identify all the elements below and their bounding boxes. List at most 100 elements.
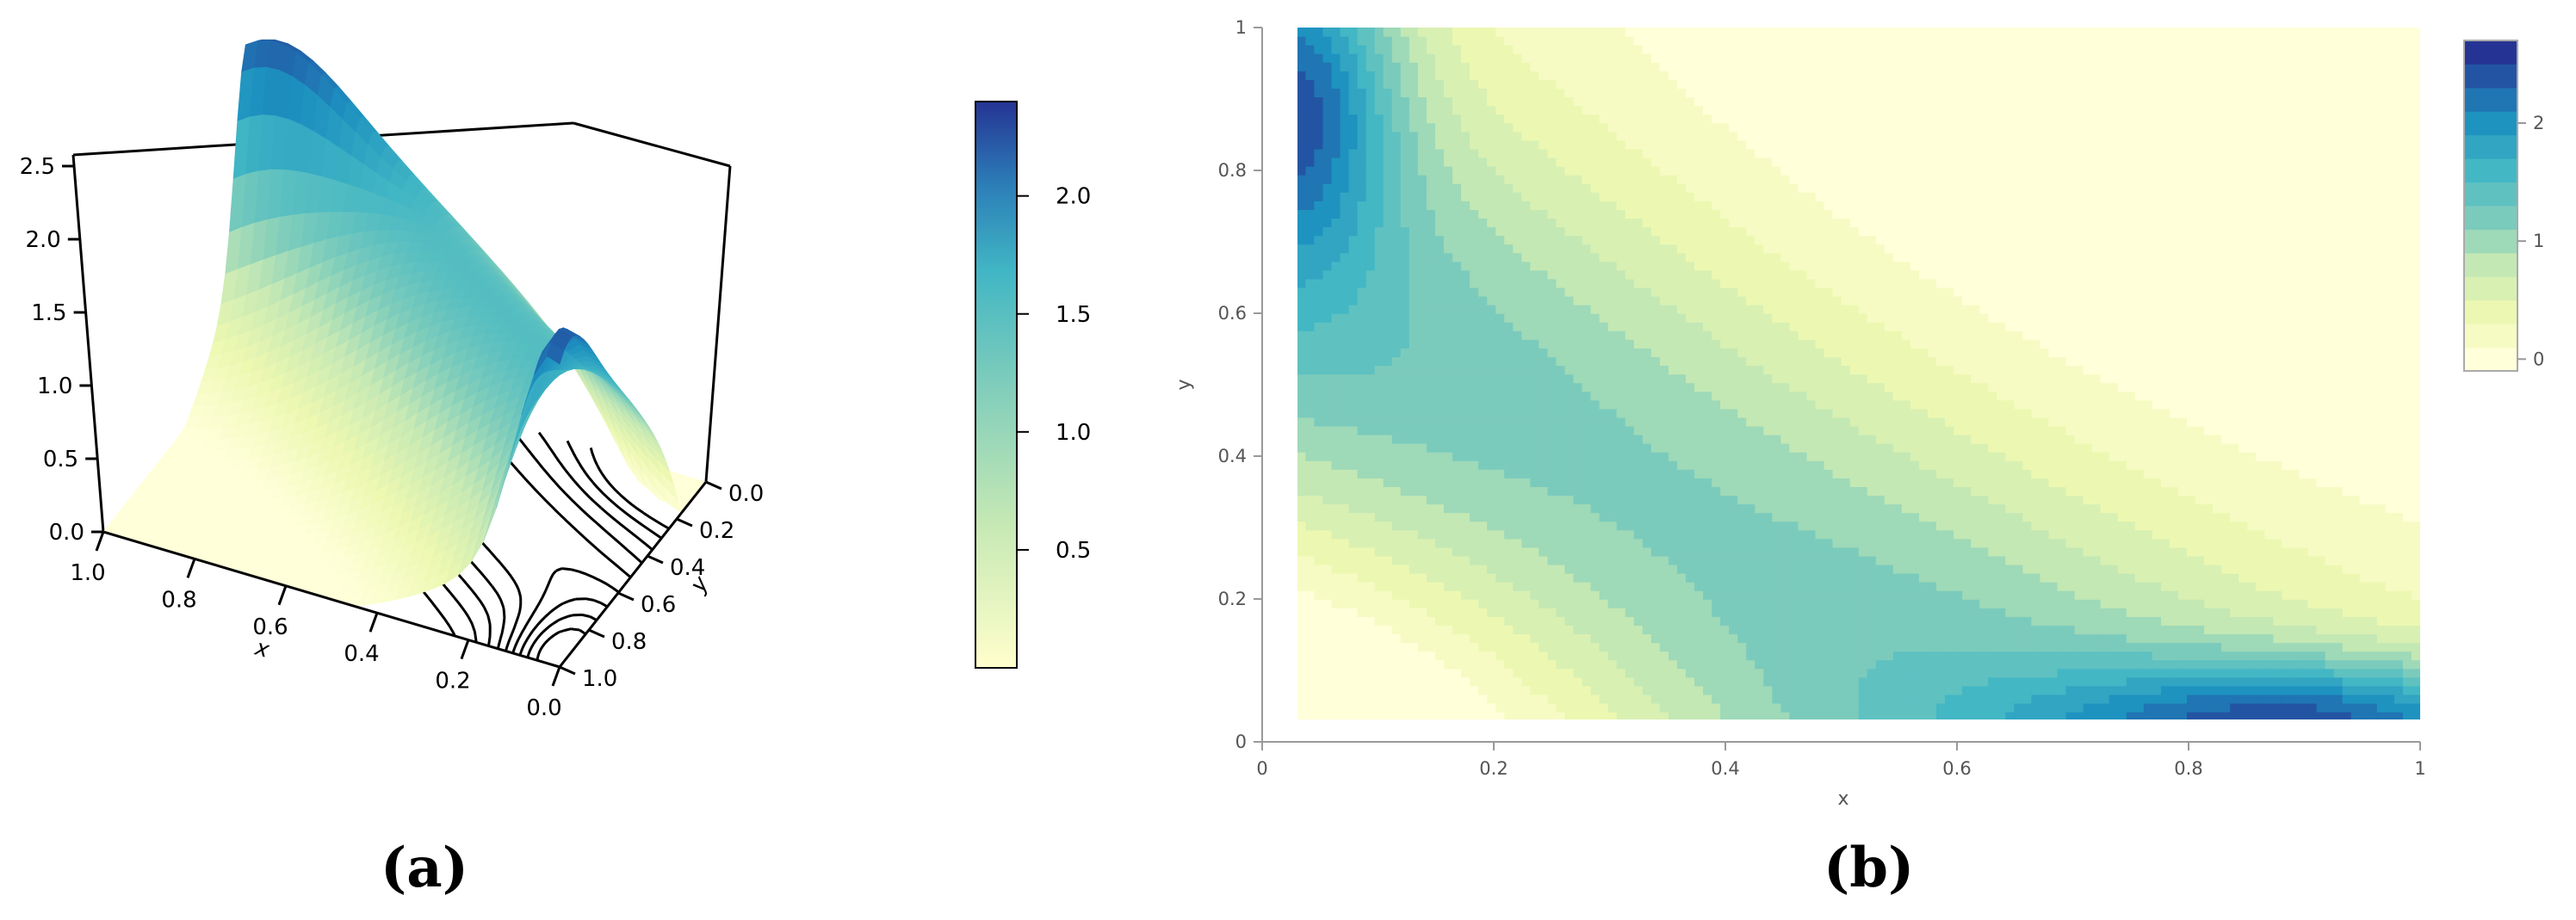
contour-cell xyxy=(1297,105,1306,115)
contour-cell xyxy=(1470,503,1479,514)
contour-cell xyxy=(1417,252,1427,262)
contour-cell xyxy=(1582,278,1592,288)
contour-cell xyxy=(1642,365,1652,375)
contour-cell xyxy=(1564,495,1575,505)
contour-cell xyxy=(1417,131,1427,141)
contour-cell xyxy=(1357,616,1367,626)
contour-cell xyxy=(1539,261,1548,271)
contour-cell xyxy=(1659,71,1669,80)
contour-cell xyxy=(1452,702,1462,713)
contour-cell xyxy=(1573,469,1583,479)
contour-cell xyxy=(1365,486,1376,497)
contour-cell xyxy=(1374,564,1384,574)
contour-cell xyxy=(1443,261,1453,271)
contour-cell xyxy=(1547,269,1557,280)
contour-cell xyxy=(1409,105,1419,115)
contour-cell xyxy=(1409,486,1419,497)
contour-cell xyxy=(1530,201,1539,210)
contour-cell xyxy=(1556,122,1566,133)
contour-cell xyxy=(1426,702,1436,713)
contour-cell xyxy=(1417,495,1427,505)
contour-cell xyxy=(1539,218,1548,228)
contour-cell xyxy=(1452,278,1462,288)
contour-cell xyxy=(1633,478,1644,487)
contour-cell xyxy=(1409,685,1419,695)
contour-cell xyxy=(1607,608,1618,617)
contour-cell xyxy=(1668,460,1678,470)
contour-cell xyxy=(1676,105,1687,115)
contour-cell xyxy=(1573,88,1583,98)
contour-cell xyxy=(1530,642,1539,652)
contour-cell xyxy=(1633,590,1644,600)
contour-cell xyxy=(1650,425,1661,435)
contour-cell xyxy=(1495,685,1505,695)
contour-cell xyxy=(1357,139,1367,150)
contour-cell xyxy=(1599,608,1609,617)
contour-cell xyxy=(1340,36,1350,46)
contour-cell xyxy=(1452,478,1462,487)
contour-cell xyxy=(1642,642,1652,652)
contour-cell xyxy=(1305,608,1316,617)
contour-cell xyxy=(1297,201,1306,210)
contour-cell xyxy=(1668,79,1678,90)
contour-cell xyxy=(1297,148,1306,158)
contour-cell xyxy=(1417,36,1427,46)
contour-cell xyxy=(1547,53,1557,63)
contour-cell xyxy=(1297,599,1306,608)
contour-cell xyxy=(1599,88,1609,98)
contour-cell xyxy=(1487,374,1496,384)
contour-cell xyxy=(1495,702,1505,713)
contour-cell xyxy=(1417,114,1427,124)
contour-cell xyxy=(1659,175,1669,184)
contour-cell xyxy=(1417,218,1427,228)
contour-cell xyxy=(1452,45,1462,54)
contour-cell xyxy=(1417,546,1427,557)
contour-cell xyxy=(1668,356,1678,367)
contour-cell xyxy=(1582,590,1592,600)
contour-cell xyxy=(1357,417,1367,427)
contour-cell xyxy=(1521,148,1531,158)
contour-cell xyxy=(1340,322,1350,331)
contour-cell xyxy=(1409,478,1419,487)
contour-cell xyxy=(1676,651,1687,661)
contour-cell xyxy=(1314,391,1324,401)
contour-cell xyxy=(1434,608,1445,617)
contour-cell xyxy=(1452,408,1462,418)
contour-cell xyxy=(1400,443,1410,453)
contour-cell xyxy=(1625,374,1635,384)
contour-cell xyxy=(1530,131,1539,141)
contour-cell xyxy=(1495,114,1505,124)
contour-cell xyxy=(1340,668,1350,678)
contour-cell xyxy=(1434,88,1445,98)
contour-cell xyxy=(1452,226,1462,237)
contour-cell xyxy=(1340,226,1350,237)
contour-cell xyxy=(1564,408,1575,418)
contour-cell xyxy=(1331,625,1341,635)
contour-cell xyxy=(1564,53,1575,63)
contour-cell xyxy=(1297,28,1306,37)
contour-cell xyxy=(1478,417,1488,427)
contour-cell xyxy=(1642,105,1652,115)
contour-cell xyxy=(1599,685,1609,695)
contour-cell xyxy=(1331,252,1341,262)
contour-cell xyxy=(1599,408,1609,418)
contour-cell xyxy=(1305,356,1316,367)
contour-cell xyxy=(1650,183,1661,193)
contour-cell xyxy=(1322,417,1333,427)
contour-cell xyxy=(1659,702,1669,713)
contour-cell xyxy=(1668,209,1678,219)
contour-cell xyxy=(1305,235,1316,245)
contour-cell xyxy=(1314,96,1324,107)
contour-cell xyxy=(1607,564,1618,574)
contour-cell xyxy=(1685,564,1695,574)
contour-cell xyxy=(1642,252,1652,262)
contour-cell xyxy=(1434,131,1445,141)
contour-cell xyxy=(1357,295,1367,306)
contour-cell xyxy=(1400,114,1410,124)
contour-cell xyxy=(1297,269,1306,280)
contour-cell xyxy=(1607,209,1618,219)
contour-cell xyxy=(1504,322,1514,331)
contour-cell xyxy=(1676,96,1687,107)
contour-cell xyxy=(1642,278,1652,288)
contour-cell xyxy=(1564,235,1575,245)
